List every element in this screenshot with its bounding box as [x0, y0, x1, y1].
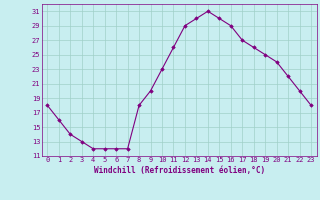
X-axis label: Windchill (Refroidissement éolien,°C): Windchill (Refroidissement éolien,°C) — [94, 166, 265, 175]
